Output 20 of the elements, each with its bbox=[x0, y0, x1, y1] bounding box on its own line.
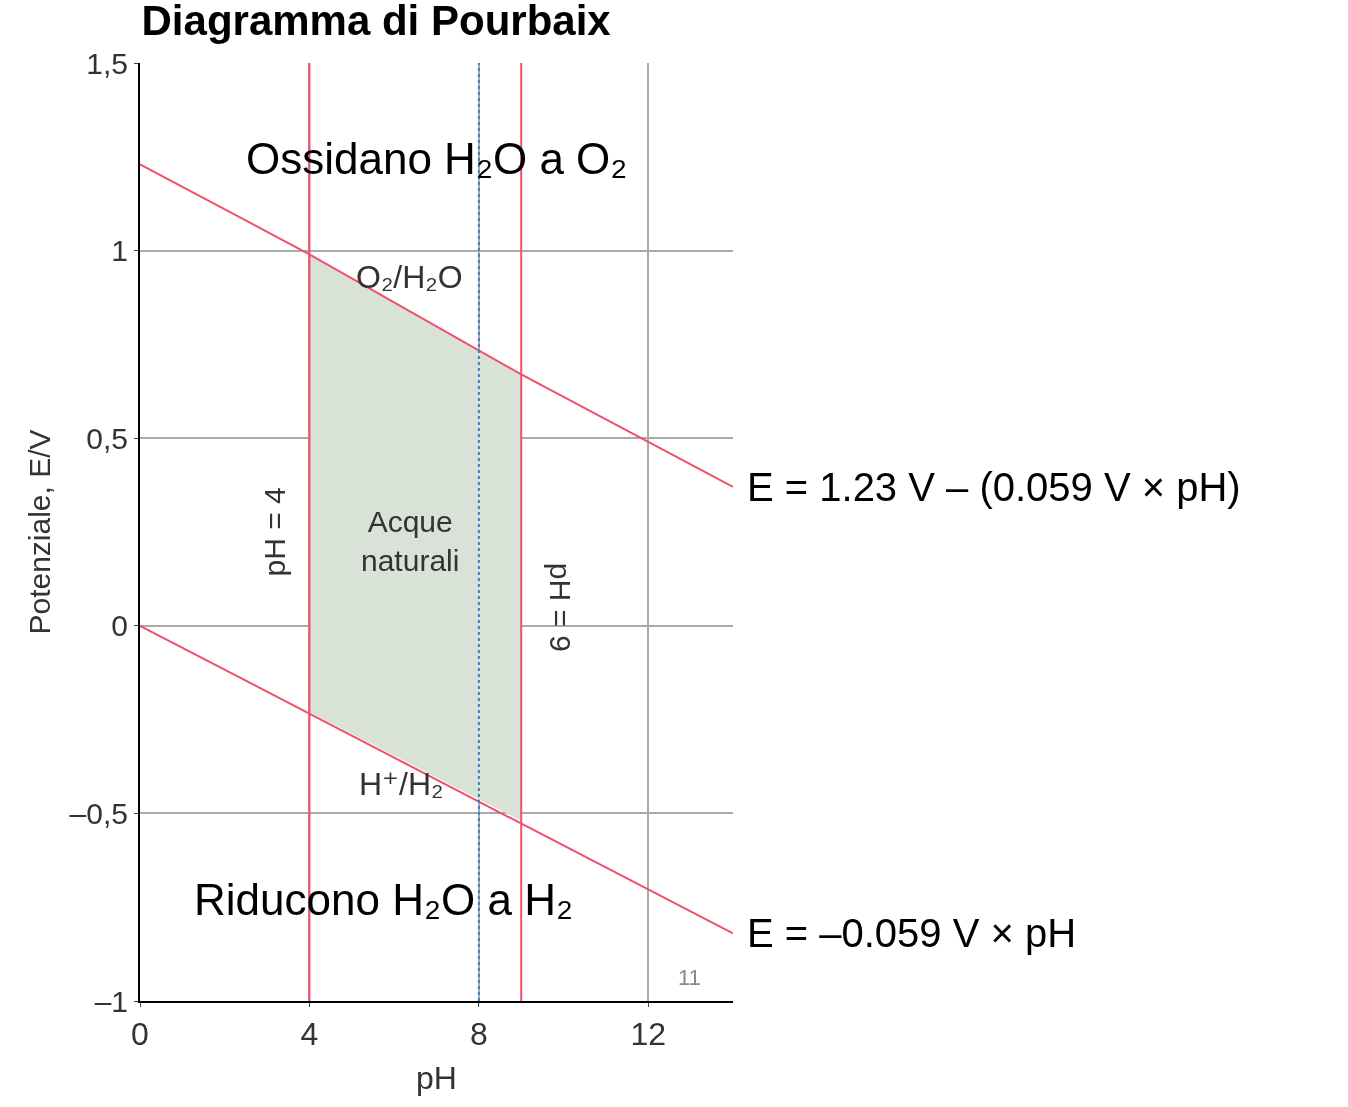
chart-title: Diagramma di Pourbaix bbox=[141, 0, 612, 44]
annotation: E = –0.059 V × pH bbox=[747, 911, 1077, 955]
y-tick-label: 1,5 bbox=[86, 46, 128, 80]
annotation: O₂/H₂O bbox=[356, 259, 463, 295]
y-tick-label: –1 bbox=[94, 984, 128, 1018]
annotation: H⁺/H₂ bbox=[359, 766, 444, 802]
annotation: E = 1.23 V – (0.059 V × pH) bbox=[747, 465, 1241, 509]
y-tick-label: –0,5 bbox=[69, 796, 128, 830]
x-tick-label: 4 bbox=[300, 1016, 319, 1053]
x-tick-label: 8 bbox=[469, 1016, 488, 1053]
ref-line-label: pH = 4 bbox=[258, 487, 292, 577]
annotation: 11 bbox=[678, 965, 701, 990]
y-axis-title: Potenziale, E/V bbox=[23, 429, 57, 635]
x-tick-label: 12 bbox=[630, 1016, 667, 1053]
y-tick-label: 0,5 bbox=[86, 421, 128, 455]
y-tick-label: 0 bbox=[111, 609, 128, 643]
annotation: Acque naturali bbox=[361, 505, 460, 577]
x-axis-title: pH bbox=[416, 1059, 457, 1096]
ref-line-label: pH = 9 bbox=[544, 562, 578, 653]
y-tick-label: 1 bbox=[111, 234, 128, 268]
